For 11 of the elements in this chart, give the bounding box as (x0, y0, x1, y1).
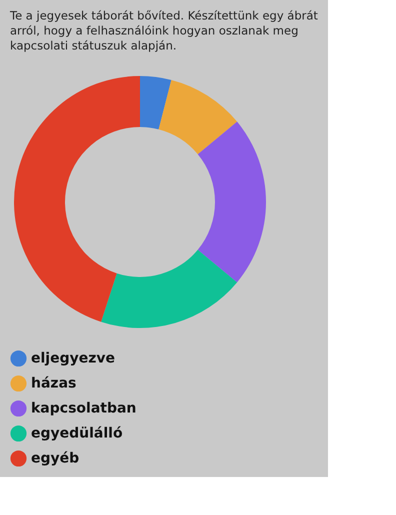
donut-slice (14, 76, 140, 322)
chart-title: Te a jegyesek táborát bővíted. Készítettünk egy ábrát arról, hogy a felhasználóink hogyan oszlanak meg kapcsolati státuszuk alapján. (9, 8, 318, 52)
donut-slice (101, 250, 238, 328)
legend-label: kapcsolatban (31, 400, 136, 416)
legend-label: egyéb (31, 450, 80, 466)
legend-label: házas (31, 376, 76, 392)
donut-slice (198, 122, 266, 282)
legend-label: egyedülálló (31, 426, 123, 442)
legend-label: eljegyezve (31, 350, 115, 366)
donut-slice (158, 80, 238, 154)
donut-slice (140, 76, 172, 130)
